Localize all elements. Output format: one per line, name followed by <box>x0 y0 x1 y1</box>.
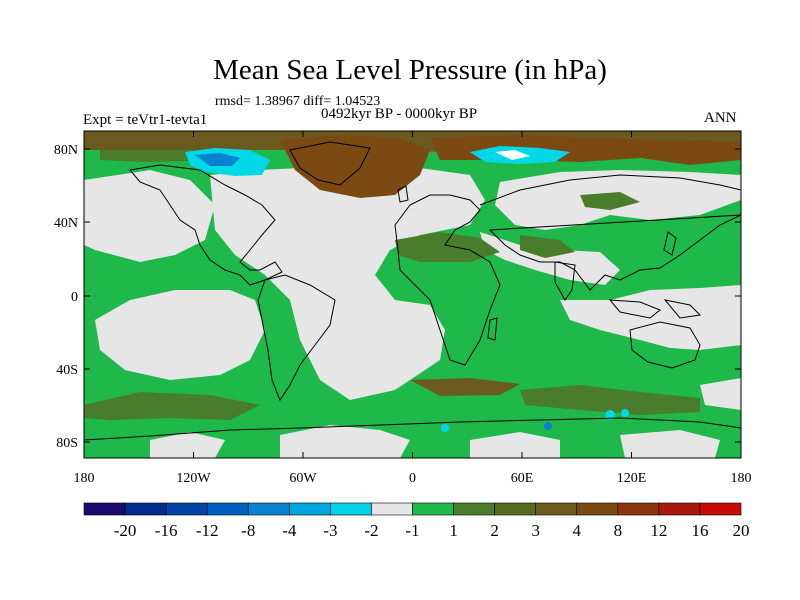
colorbar-label: -3 <box>323 521 337 540</box>
colorbar-label: 3 <box>531 521 540 540</box>
colorbar-label: 20 <box>733 521 750 540</box>
colorbar-label: 4 <box>573 521 582 540</box>
season-label: ANN <box>704 110 737 126</box>
lon-tick-label: 120W <box>176 471 211 486</box>
lat-tick-label: 80S <box>56 436 78 451</box>
lon-tick-label: 180 <box>731 471 752 486</box>
colorbar-label: -20 <box>114 521 137 540</box>
colorbar-label: 2 <box>490 521 499 540</box>
lon-tick-label: 60E <box>511 471 534 486</box>
lat-tick-label: 40N <box>54 216 78 231</box>
coastlines <box>84 141 741 441</box>
colorbar-label: 1 <box>449 521 458 540</box>
map-field <box>84 131 741 458</box>
latitude-axis: 80N 40N 0 40S 80S <box>54 143 741 451</box>
colorbar-swatch <box>124 502 167 516</box>
lon-tick-label: 60W <box>289 471 317 486</box>
stats-text: rmsd= 1.38967 diff= 1.04523 <box>215 94 381 109</box>
colorbar-swatch <box>699 502 742 516</box>
colorbar-label: -1 <box>405 521 419 540</box>
lon-tick-label: 180 <box>74 471 95 486</box>
experiment-label: Expt = teVtr1-tevta1 <box>83 112 208 128</box>
field-negative-regions <box>185 146 629 432</box>
lon-tick-label: 0 <box>409 471 416 486</box>
colorbar-label: -8 <box>241 521 255 540</box>
colorbar-swatch <box>330 502 372 516</box>
lat-tick-label: 80N <box>54 143 78 158</box>
field-neutral-regions <box>84 168 741 458</box>
colorbar-swatch <box>83 502 126 516</box>
map-title: Mean Sea Level Pressure (in hPa) <box>213 54 607 86</box>
colorbar-swatch <box>576 502 619 516</box>
colorbar-label: -2 <box>364 521 378 540</box>
colorbar-swatch <box>453 502 495 516</box>
colorbar-swatch <box>165 502 208 516</box>
colorbar: -20 -16 -12 -8 -4 -3 -2 -1 1 2 3 4 8 12 16 20 <box>83 502 750 540</box>
colorbar-swatch <box>658 502 701 516</box>
colorbar-swatch <box>535 502 578 516</box>
colorbar-swatch <box>412 502 454 516</box>
colorbar-swatch <box>289 502 331 516</box>
lat-tick-label: 40S <box>56 363 78 378</box>
period-text: 0492kyr BP - 0000kyr BP <box>321 106 478 122</box>
colorbar-swatch <box>494 502 536 516</box>
colorbar-label: -12 <box>196 521 219 540</box>
colorbar-swatch <box>247 502 290 516</box>
colorbar-label: -4 <box>282 521 297 540</box>
lon-tick-label: 120E <box>617 471 647 486</box>
colorbar-swatch <box>617 502 660 516</box>
colorbar-label: -16 <box>155 521 178 540</box>
colorbar-swatch <box>371 502 413 516</box>
colorbar-label: 8 <box>614 521 623 540</box>
lat-tick-label: 0 <box>71 290 78 305</box>
colorbar-label: 16 <box>691 521 708 540</box>
colorbar-swatch <box>206 502 249 516</box>
colorbar-label: 12 <box>650 521 667 540</box>
longitude-axis: 180 120W 60W 0 60E 120E 180 <box>74 131 752 486</box>
